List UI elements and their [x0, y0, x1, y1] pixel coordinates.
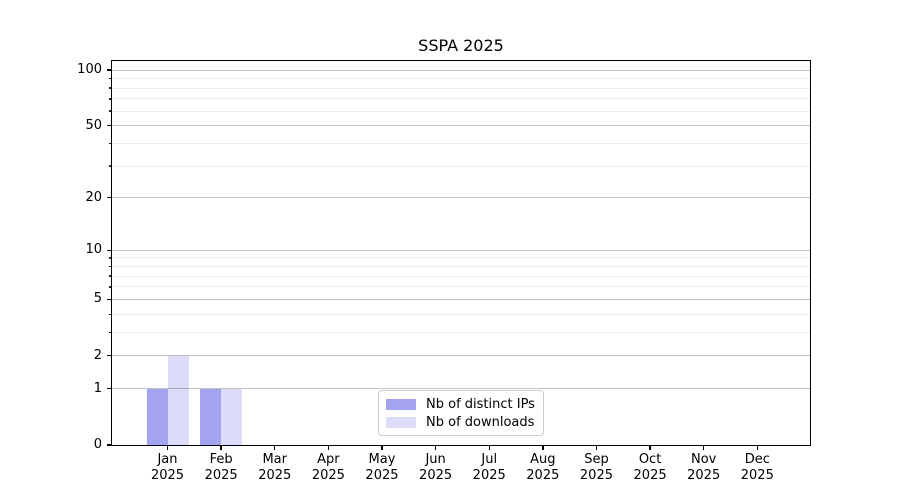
gridline-minor-40: [112, 142, 810, 144]
y-tick-mark-2: [107, 355, 112, 357]
gridline-minor-4: [112, 313, 810, 315]
y-tick-mark-10: [107, 249, 112, 251]
bar-distinct-ips-feb: [200, 388, 222, 445]
x-tick-mark-aug: [542, 445, 544, 450]
y-tick-label-2: 2: [93, 347, 102, 363]
x-tick-mark-mar: [274, 445, 276, 450]
x-tick-label-feb: Feb 2025: [204, 452, 238, 483]
y-tick-label-1: 1: [93, 380, 102, 396]
y-tick-mark-minor-4: [109, 313, 112, 316]
x-tick-label-mar: Mar 2025: [258, 452, 292, 483]
y-tick-mark-minor-8: [109, 265, 112, 268]
x-tick-mark-sep: [595, 445, 598, 450]
x-tick-label-jun: Jun 2025: [419, 452, 453, 483]
y-tick-mark-100: [107, 69, 112, 71]
gridline-minor-7: [112, 275, 810, 277]
y-tick-mark-minor-6: [109, 286, 112, 288]
y-tick-mark-minor-70: [109, 98, 112, 100]
y-tick-mark-minor-90: [109, 77, 112, 80]
y-tick-label-0: 0: [93, 437, 102, 452]
x-tick-mark-jun: [434, 445, 437, 450]
x-tick-mark-may: [381, 445, 383, 450]
y-tick-mark-minor-3: [109, 331, 112, 334]
x-tick-mark-jan: [166, 445, 169, 450]
y-tick-mark-1: [107, 387, 112, 390]
x-tick-label-jul: Jul 2025: [472, 452, 506, 483]
bar-distinct-ips-jan: [146, 388, 168, 445]
legend-item-downloads: Nb of downloads: [386, 415, 536, 430]
gridline-major-2: [112, 355, 810, 357]
gridline-major-5: [112, 298, 810, 300]
legend-swatch-distinct-ips: [386, 398, 416, 410]
y-tick-label-20: 20: [85, 189, 102, 205]
y-tick-label-100: 100: [77, 62, 102, 78]
gridline-minor-30: [112, 165, 810, 167]
x-tick-label-aug: Aug 2025: [526, 452, 560, 483]
x-tick-mark-nov: [703, 445, 705, 450]
bar-downloads-feb: [221, 388, 243, 445]
gridline-major-20: [112, 197, 810, 199]
gridline-minor-6: [112, 286, 810, 288]
y-tick-label-10: 10: [85, 242, 102, 258]
gridline-minor-3: [112, 331, 810, 333]
x-tick-mark-oct: [649, 445, 651, 450]
legend-item-distinct-ips: Nb of distinct IPs: [386, 397, 536, 412]
gridline-minor-60: [112, 110, 810, 112]
plot-frame: [110, 59, 811, 446]
y-tick-mark-0: [107, 444, 112, 446]
legend-label-distinct-ips: Nb of distinct IPs: [426, 396, 535, 412]
y-tick-mark-minor-7: [109, 275, 112, 277]
x-tick-label-apr: Apr 2025: [311, 452, 345, 483]
gridline-major-50: [112, 125, 810, 127]
gridline-minor-70: [112, 98, 810, 100]
y-tick-mark-20: [107, 196, 112, 199]
x-tick-label-dec: Dec 2025: [740, 452, 774, 483]
x-tick-label-oct: Oct 2025: [633, 452, 667, 483]
x-tick-mark-jul: [488, 445, 490, 450]
x-tick-label-nov: Nov 2025: [687, 452, 721, 483]
x-tick-label-may: May 2025: [365, 452, 399, 483]
y-tick-mark-minor-30: [109, 165, 112, 167]
gridline-major-10: [112, 249, 810, 251]
x-tick-label-jan: Jan 2025: [150, 452, 185, 483]
gridline-minor-9: [112, 257, 810, 259]
x-tick-label-sep: Sep 2025: [579, 452, 613, 483]
y-tick-label-50: 50: [85, 117, 102, 133]
gridline-major-1: [112, 388, 810, 390]
legend: Nb of distinct IPs Nb of downloads: [378, 390, 544, 436]
legend-swatch-downloads: [386, 416, 416, 428]
x-tick-mark-feb: [220, 445, 222, 450]
y-tick-mark-minor-60: [109, 110, 112, 112]
gridline-major-100: [112, 69, 810, 71]
x-tick-mark-dec: [756, 445, 758, 450]
chart-title: SSPA 2025: [418, 36, 504, 55]
y-tick-mark-minor-80: [109, 87, 112, 89]
y-tick-mark-minor-40: [109, 142, 112, 145]
y-tick-mark-50: [107, 124, 112, 127]
y-tick-label-5: 5: [93, 291, 102, 307]
y-tick-mark-5: [107, 298, 112, 301]
legend-label-downloads: Nb of downloads: [426, 414, 535, 430]
gridline-minor-8: [112, 266, 810, 268]
x-tick-mark-apr: [327, 445, 330, 450]
y-tick-mark-minor-9: [109, 257, 112, 259]
bar-downloads-jan: [167, 355, 189, 445]
gridline-minor-80: [112, 87, 810, 89]
gridline-minor-90: [112, 78, 810, 80]
